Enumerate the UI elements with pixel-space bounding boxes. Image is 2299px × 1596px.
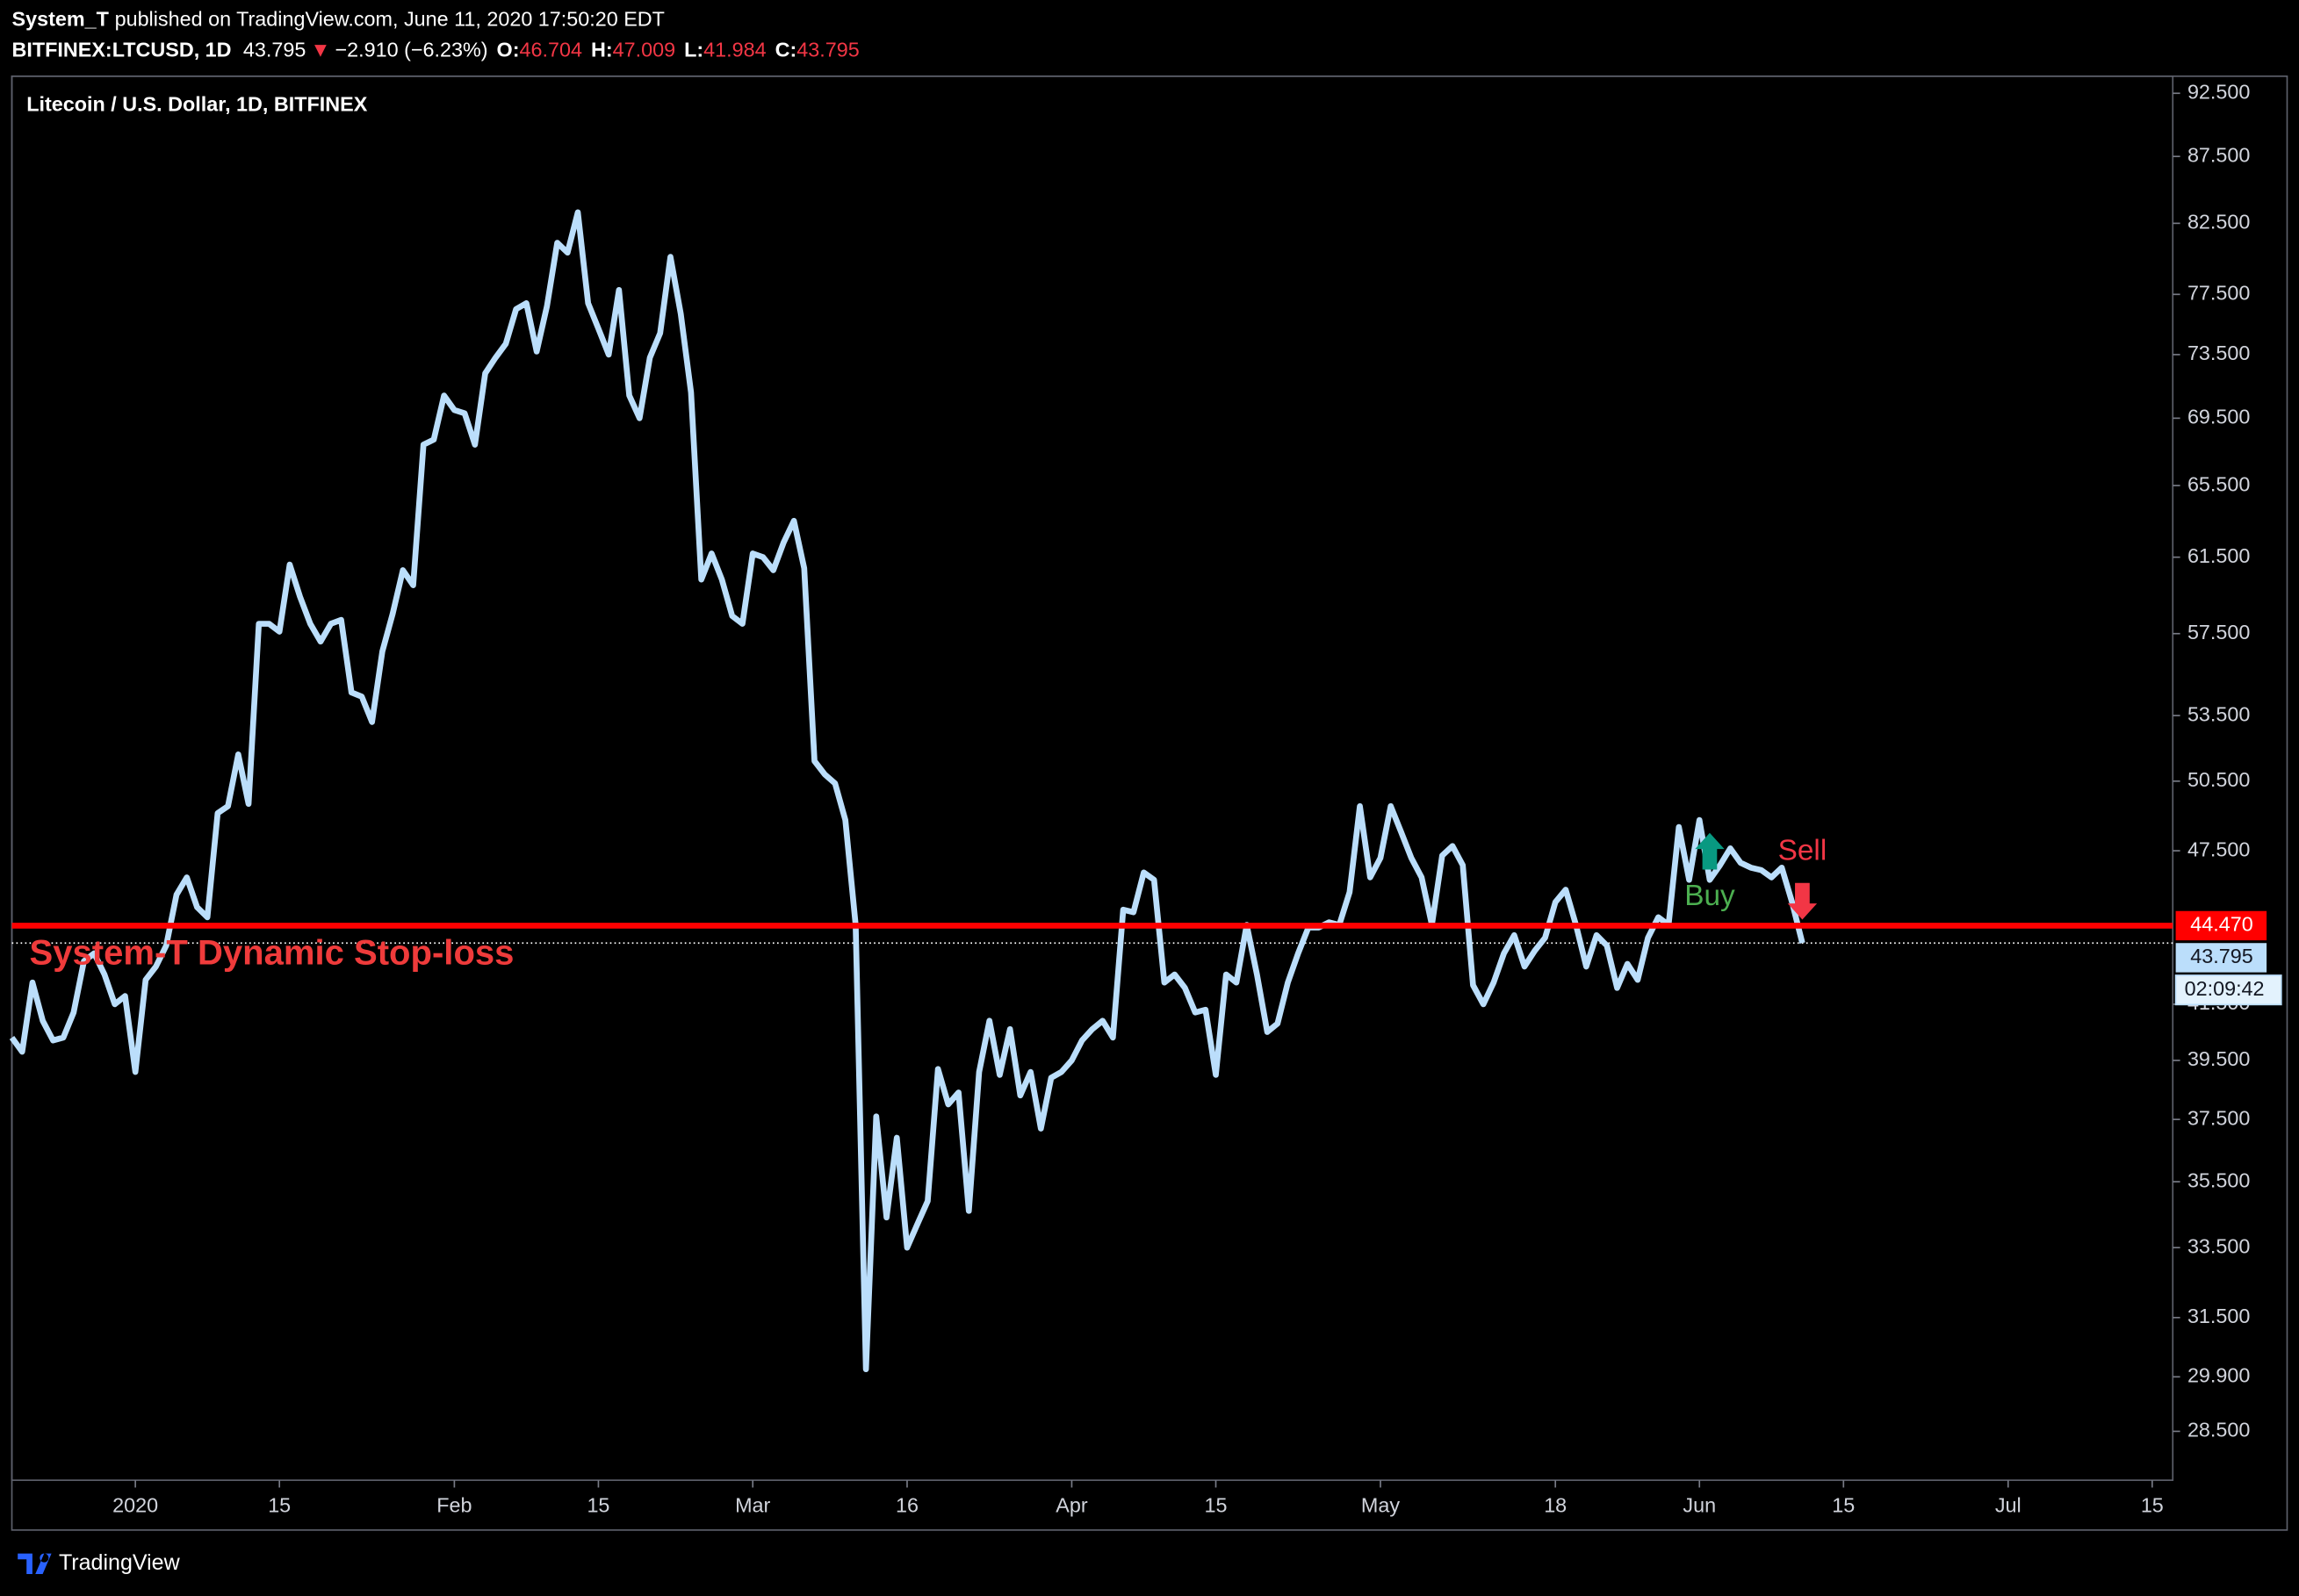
footer-logo <box>18 1553 52 1574</box>
symbol-line: BITFINEX:LTCUSD, 1D 43.795 ▼ −2.910 (−6.23%… <box>12 39 860 61</box>
x-tick-label: 15 <box>1832 1493 1855 1516</box>
header-line: System_T published on TradingView.com, Ju… <box>12 8 665 31</box>
x-tick-label: Jun <box>1683 1493 1716 1516</box>
down-arrow: ▼ <box>310 39 330 61</box>
price-line <box>9 209 1805 1373</box>
y-tick-label: 35.500 <box>2187 1168 2250 1191</box>
y-tick-label: 82.500 <box>2187 211 2250 234</box>
chart-title: Litecoin / U.S. Dollar, 1D, BITFINEX <box>26 92 368 115</box>
h-value: 47.009 <box>613 39 675 61</box>
y-tick-label: 29.900 <box>2187 1364 2250 1387</box>
x-tick-label: 2020 <box>112 1493 158 1516</box>
y-tick-label: 87.500 <box>2187 143 2250 166</box>
x-tick-label: 15 <box>587 1493 609 1516</box>
stop-loss-value: 44.470 <box>2190 913 2252 936</box>
y-tick-label: 31.500 <box>2187 1305 2250 1327</box>
y-tick-label: 50.500 <box>2187 768 2250 791</box>
x-tick-label: Mar <box>735 1493 770 1516</box>
stop-loss-tag <box>2175 910 2267 941</box>
published: published on TradingView.com, June 11, 2… <box>115 8 665 31</box>
buy-arrow <box>1695 832 1725 870</box>
y-tick-label: 57.500 <box>2187 621 2250 643</box>
y-tick-label: 69.500 <box>2187 406 2250 428</box>
y-tick-label: 33.500 <box>2187 1234 2250 1257</box>
y-tick-label: 77.500 <box>2187 281 2250 304</box>
o-value: 46.704 <box>520 39 582 61</box>
countdown: 02:09:42 <box>2185 977 2265 1000</box>
author: System_T <box>12 8 110 31</box>
y-tick-label: 73.500 <box>2187 341 2250 364</box>
last-price-tag <box>2175 943 2267 973</box>
x-tick-label: 15 <box>268 1493 291 1516</box>
y-tick-label: 28.500 <box>2187 1419 2250 1441</box>
sell-arrow <box>1787 882 1818 920</box>
y-tick-label: 37.500 <box>2187 1106 2250 1129</box>
y-tick-label: 65.500 <box>2187 472 2250 495</box>
footer-brand: TradingView <box>59 1550 181 1575</box>
x-tick-label: 15 <box>1205 1493 1228 1516</box>
change: −2.910 (−6.23%) <box>335 39 488 61</box>
plot-area <box>11 75 2174 1481</box>
last: 43.795 <box>243 39 306 61</box>
x-tick-label: May <box>1361 1493 1400 1516</box>
last-price-value: 43.795 <box>2190 945 2252 967</box>
x-tick-label: 16 <box>896 1493 919 1516</box>
c-value: 43.795 <box>796 39 859 61</box>
x-tick-label: 15 <box>2141 1493 2164 1516</box>
x-tick-label: Feb <box>436 1493 472 1516</box>
x-tick-label: Jul <box>1995 1493 2022 1516</box>
l-label: L: <box>684 39 703 61</box>
stop-loss-label: System-T Dynamic Stop-loss <box>30 933 515 972</box>
buy-label: Buy <box>1684 880 1735 912</box>
chart-frame <box>11 75 2288 1531</box>
o-label: O: <box>497 39 520 61</box>
x-tick-label: Apr <box>1056 1493 1088 1516</box>
y-tick-label: 47.500 <box>2187 838 2250 860</box>
sell-label: Sell <box>1778 835 1827 867</box>
l-value: 41.984 <box>703 39 766 61</box>
x-tick-label: 18 <box>1544 1493 1567 1516</box>
countdown-tag <box>2174 974 2282 1006</box>
symbol: BITFINEX:LTCUSD, 1D <box>12 39 232 61</box>
y-tick-label: 53.500 <box>2187 702 2250 725</box>
y-tick-label: 61.500 <box>2187 544 2250 567</box>
c-label: C: <box>775 39 797 61</box>
h-label: H: <box>591 39 613 61</box>
logo-mark <box>18 1553 52 1574</box>
y-tick-label: 39.500 <box>2187 1047 2250 1070</box>
y-tick-label: 92.500 <box>2187 80 2250 103</box>
